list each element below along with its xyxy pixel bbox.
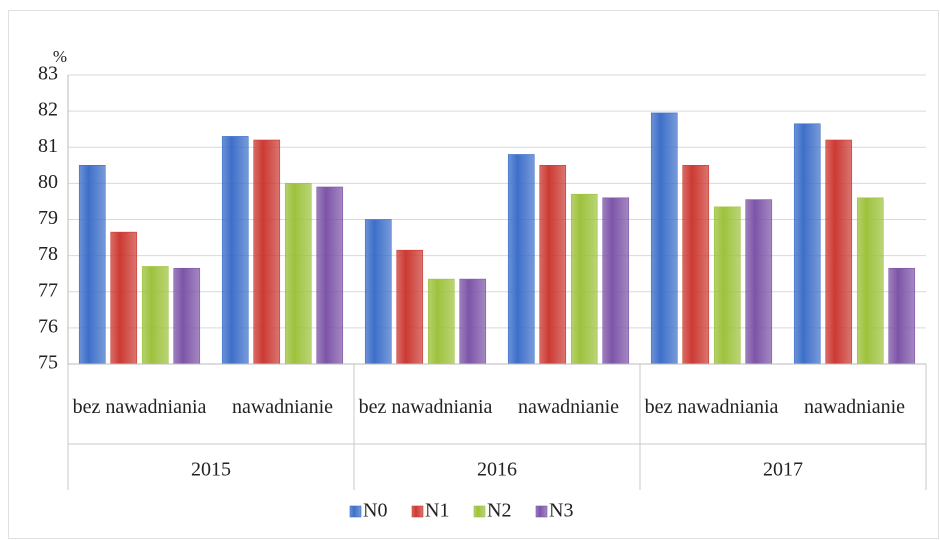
legend-swatch	[411, 505, 424, 518]
y-tick-label: 82	[38, 99, 58, 121]
group-label: 2015	[191, 459, 231, 481]
bar	[570, 193, 598, 365]
legend-label: N0	[363, 500, 387, 522]
y-tick-label: 77	[38, 279, 58, 301]
x-tick-label: nawadnianie	[517, 395, 620, 418]
x-tick-label: bez nawadniania	[72, 395, 207, 418]
bar	[427, 278, 455, 365]
bar	[650, 112, 678, 365]
legend-label: N3	[549, 500, 573, 522]
y-tick-label: 79	[38, 207, 58, 229]
bar	[507, 154, 535, 365]
bar	[78, 165, 106, 365]
legend-label: N2	[487, 500, 511, 522]
bar	[888, 267, 916, 365]
bar	[459, 278, 487, 365]
bar	[110, 231, 138, 365]
y-axis-label: %	[53, 47, 67, 66]
bar	[141, 266, 169, 365]
bar	[682, 165, 710, 365]
bar	[173, 267, 201, 365]
y-tick-label: 81	[38, 135, 58, 157]
bar	[602, 197, 630, 365]
bar	[364, 219, 392, 365]
bar	[396, 249, 424, 365]
bar	[221, 136, 249, 365]
legend-label: N1	[425, 500, 449, 522]
y-tick-label: 75	[38, 352, 58, 374]
bar	[745, 199, 773, 365]
chart-border	[8, 10, 939, 539]
bar	[316, 186, 344, 365]
bar	[825, 139, 853, 365]
y-tick-label: 83	[38, 63, 58, 85]
legend-swatch	[473, 505, 486, 518]
x-tick-label: nawadnianie	[803, 395, 906, 418]
y-tick-label: 80	[38, 171, 58, 193]
bar	[539, 165, 567, 365]
group-label: 2017	[763, 459, 803, 481]
legend-swatch	[349, 505, 362, 518]
bar	[793, 123, 821, 365]
group-label: 2016	[477, 459, 517, 481]
bar	[856, 197, 884, 365]
y-tick-label: 76	[38, 315, 58, 337]
legend-swatch	[535, 505, 548, 518]
bar	[713, 206, 741, 365]
bar	[284, 183, 312, 365]
x-tick-label: bez nawadniania	[358, 395, 493, 418]
bar	[253, 139, 281, 365]
x-tick-label: bez nawadniania	[644, 395, 779, 418]
x-tick-label: nawadnianie	[231, 395, 334, 418]
y-tick-label: 78	[38, 243, 58, 265]
